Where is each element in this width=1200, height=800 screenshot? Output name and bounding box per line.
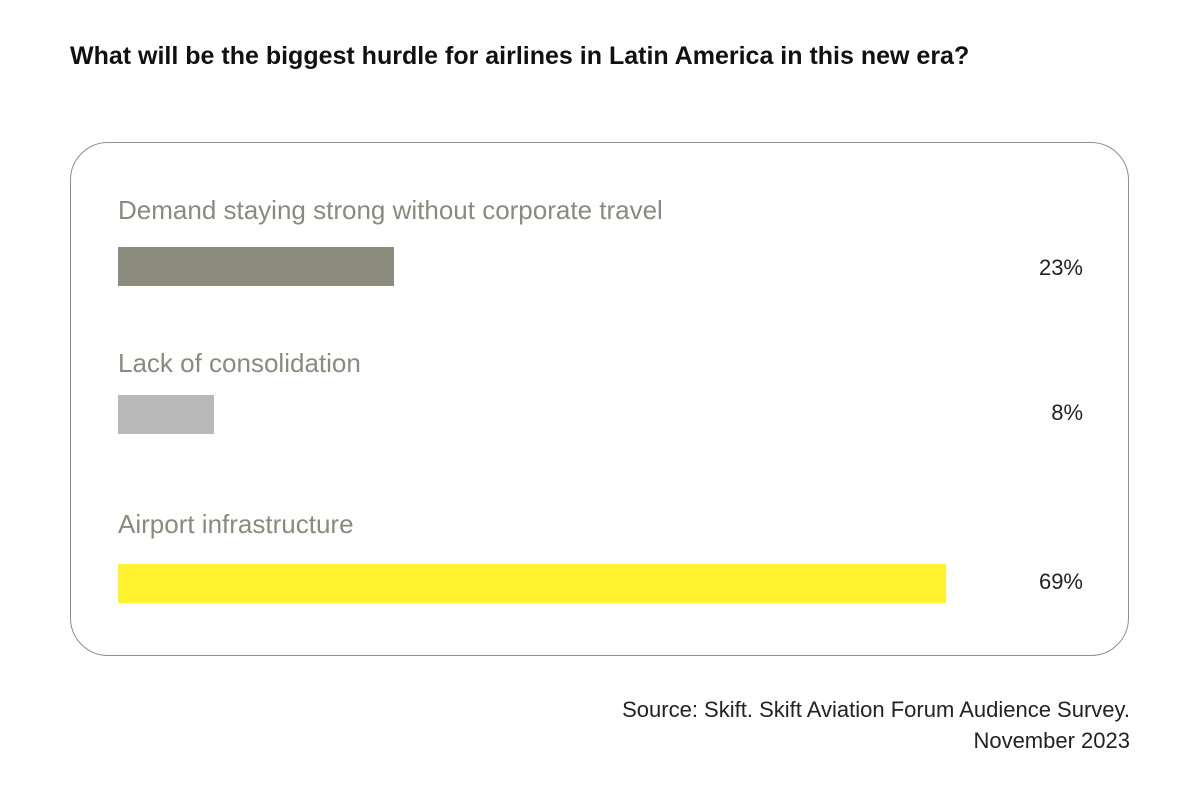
category-label: Demand staying strong without corporate … [118,195,663,225]
category-label: Airport infrastructure [118,509,354,539]
bar-track [118,247,946,286]
chart-panel: Demand staying strong without corporate … [70,142,1129,656]
bar-track [118,564,946,603]
source-date: November 2023 [973,728,1130,753]
category-label: Lack of consolidation [118,348,361,378]
bar [118,564,946,603]
value-label: 23% [1038,255,1083,280]
chart-title: What will be the biggest hurdle for airl… [70,42,970,70]
bar [118,247,394,286]
source-note: Source: Skift. Skift Aviation Forum Audi… [622,694,1130,756]
value-label: 8% [1051,400,1083,425]
bar-track [118,395,946,434]
value-label: 69% [1038,569,1083,594]
bar [118,395,214,434]
source-line: Source: Skift. Skift Aviation Forum Audi… [622,697,1130,722]
